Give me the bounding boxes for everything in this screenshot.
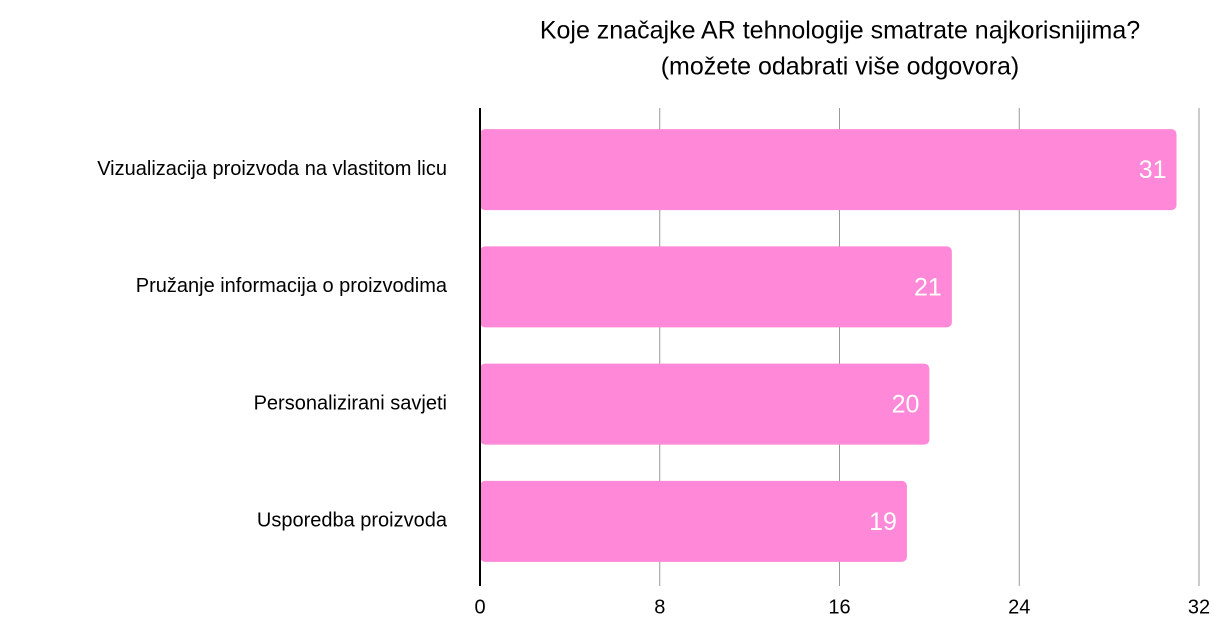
y-tick-label: Pružanje informacija o proizvodima bbox=[136, 275, 448, 297]
bar bbox=[480, 246, 952, 328]
value-label: 21 bbox=[914, 273, 942, 301]
value-label: 31 bbox=[1139, 156, 1167, 184]
bar bbox=[480, 480, 907, 562]
x-tick-label: 24 bbox=[1008, 596, 1030, 618]
chart-title: Koje značajke AR tehnologije smatrate na… bbox=[540, 17, 1140, 45]
x-tick-label: 16 bbox=[828, 596, 850, 618]
bar bbox=[480, 129, 1177, 211]
value-label: 19 bbox=[869, 508, 897, 536]
x-tick-label: 0 bbox=[474, 596, 485, 618]
x-tick-label: 8 bbox=[654, 596, 665, 618]
value-label: 20 bbox=[892, 391, 920, 419]
chart-subtitle: (možete odabrati više odgovora) bbox=[661, 53, 1020, 81]
y-tick-label: Usporedba proizvoda bbox=[257, 510, 448, 532]
x-tick-label: 32 bbox=[1188, 596, 1210, 618]
y-tick-label: Personalizirani savjeti bbox=[254, 392, 447, 414]
bar bbox=[480, 363, 930, 445]
y-tick-label: Vizualizacija proizvoda na vlastitom lic… bbox=[97, 158, 447, 180]
